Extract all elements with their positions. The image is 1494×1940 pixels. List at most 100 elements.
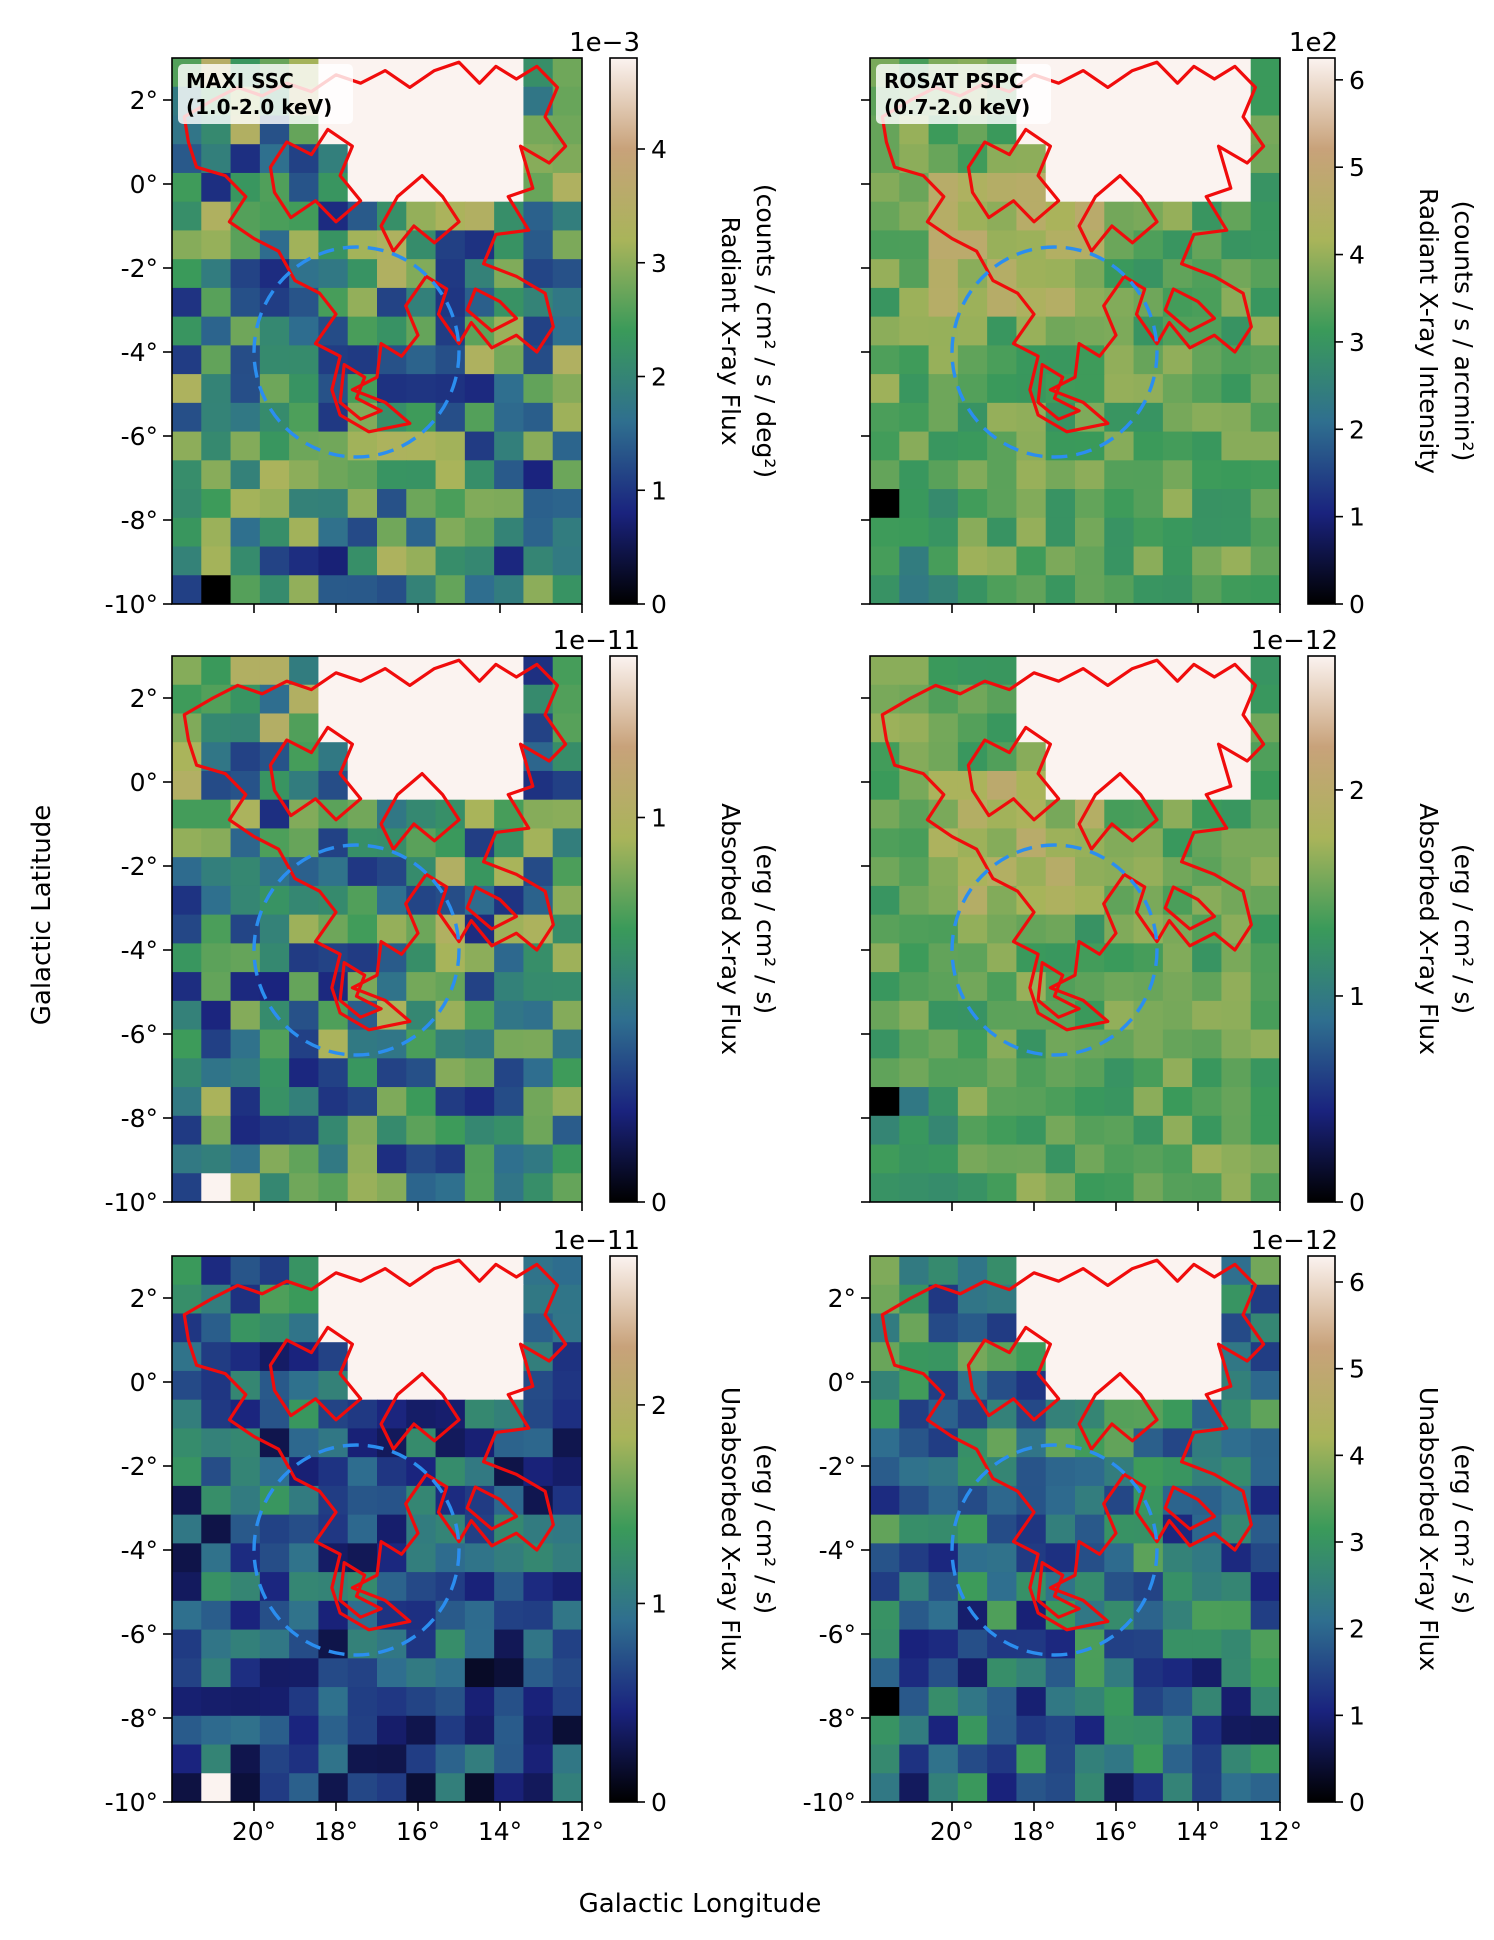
heatmap-cell	[1104, 1173, 1135, 1202]
heatmap-cell	[1104, 713, 1135, 743]
heatmap-cell	[377, 914, 407, 944]
heatmap-cell	[523, 1600, 554, 1631]
heatmap-cell	[928, 287, 959, 318]
heatmap-cell	[1250, 656, 1280, 686]
heatmap-cell	[552, 58, 582, 88]
heatmap-cell	[1104, 1313, 1135, 1343]
heatmap-cell	[928, 1715, 959, 1746]
heatmap-cell	[1250, 575, 1280, 604]
heatmap-cell	[1104, 1773, 1135, 1802]
heatmap-cell	[1104, 1399, 1135, 1430]
heatmap-cell	[1133, 460, 1164, 490]
heatmap-cell	[377, 1485, 407, 1516]
heatmap-cell	[435, 1173, 466, 1202]
heatmap-cell	[406, 115, 437, 145]
heatmap-cell	[289, 316, 320, 346]
heatmap-cell	[1250, 1485, 1280, 1516]
heatmap-cell	[870, 1629, 900, 1659]
heatmap-cell	[201, 259, 232, 289]
heatmap-cell	[1250, 230, 1280, 260]
heatmap-cell	[289, 713, 320, 743]
heatmap-cell	[1192, 684, 1223, 715]
heatmap-cell	[987, 1313, 1018, 1343]
heatmap-cell	[464, 1744, 495, 1774]
heatmap-cell	[1104, 1087, 1135, 1117]
heatmap-cell	[1104, 1629, 1135, 1659]
heatmap-cell	[523, 1144, 554, 1174]
heatmap-cell	[1075, 172, 1105, 203]
heatmap-cell	[406, 828, 437, 858]
heatmap-cell	[230, 1144, 261, 1174]
heatmap-cell	[1221, 1514, 1252, 1544]
heatmap-cell	[172, 1284, 202, 1315]
colorbar	[609, 655, 638, 1203]
heatmap-cell	[435, 1428, 466, 1458]
heatmap-cell	[1045, 1428, 1076, 1458]
x-tick-label: 14°	[1176, 1817, 1220, 1846]
heatmap-cell	[347, 1058, 378, 1088]
colorbar	[1307, 57, 1336, 605]
heatmap-cell	[987, 1543, 1018, 1573]
heatmap-cell	[1045, 1773, 1076, 1802]
heatmap-cell	[289, 1485, 320, 1516]
cloud-contour	[966, 1325, 1061, 1422]
heatmap-cell	[928, 1144, 959, 1174]
heatmap-cell	[870, 1485, 900, 1516]
heatmap-cell	[435, 828, 466, 858]
heatmap-cell	[406, 1715, 437, 1746]
x-tick-label: 14°	[478, 1817, 522, 1846]
heatmap-cell	[201, 799, 232, 830]
heatmap-cell	[464, 1370, 495, 1401]
heatmap-cell	[957, 460, 988, 490]
colorbar-unit: (erg / cm² / s)	[1449, 844, 1478, 1014]
heatmap-cell	[230, 1687, 261, 1717]
heatmap-cell	[347, 1284, 378, 1315]
heatmap-cell	[1045, 316, 1076, 346]
heatmap-cell	[552, 799, 582, 830]
heatmap-cell	[928, 1629, 959, 1659]
heatmap-cell	[172, 374, 202, 404]
heatmap-cell	[1162, 1342, 1193, 1372]
heatmap-cell	[1045, 770, 1076, 801]
colorbar-tick-label: 4	[1349, 241, 1365, 270]
cloud-contour	[880, 658, 1266, 1032]
heatmap-cell	[201, 1457, 232, 1487]
heatmap-cell	[899, 287, 930, 318]
heatmap-cell	[494, 546, 525, 576]
heatmap-cell	[899, 1572, 930, 1602]
heatmap-cell	[1133, 1773, 1164, 1802]
heatmap-cell	[377, 1370, 407, 1401]
heatmap-cell	[464, 1457, 495, 1487]
heatmap-cell	[435, 517, 466, 548]
cloud-contour	[182, 1258, 568, 1632]
heatmap-cell	[464, 259, 495, 289]
heatmap-cell	[1016, 575, 1047, 604]
heatmap-cell	[1162, 1457, 1193, 1487]
heatmap-cell	[172, 656, 202, 686]
heatmap-cell	[1192, 713, 1223, 743]
heatmap-cell	[928, 1428, 959, 1458]
heatmap-cell	[289, 828, 320, 858]
heatmap-cell	[1192, 943, 1223, 973]
heatmap-cell	[494, 1543, 525, 1573]
colorbar-tick-label: 0	[651, 590, 667, 619]
heatmap-cell	[987, 575, 1018, 604]
heatmap-cell	[201, 1284, 232, 1315]
heatmap-cell	[289, 1543, 320, 1573]
heatmap-cell	[230, 1744, 261, 1774]
heatmap-cell	[494, 115, 525, 145]
heatmap-cell	[464, 1313, 495, 1343]
heatmap-cell	[318, 857, 349, 887]
heatmap-cell	[435, 115, 466, 145]
cloud-contour	[465, 885, 518, 931]
heatmap-cell	[1075, 546, 1105, 576]
heatmap-cell	[377, 287, 407, 318]
colorbar-unit: (counts / cm² / s / deg²)	[751, 184, 780, 478]
heatmap-cell	[172, 1428, 202, 1458]
heatmap-cell	[377, 1715, 407, 1746]
heatmap-cell	[1016, 1115, 1047, 1146]
heatmap-cell	[1133, 1173, 1164, 1202]
heatmap-cell	[987, 1485, 1018, 1516]
heatmap-cell	[523, 402, 554, 433]
heatmap-cell	[201, 546, 232, 576]
